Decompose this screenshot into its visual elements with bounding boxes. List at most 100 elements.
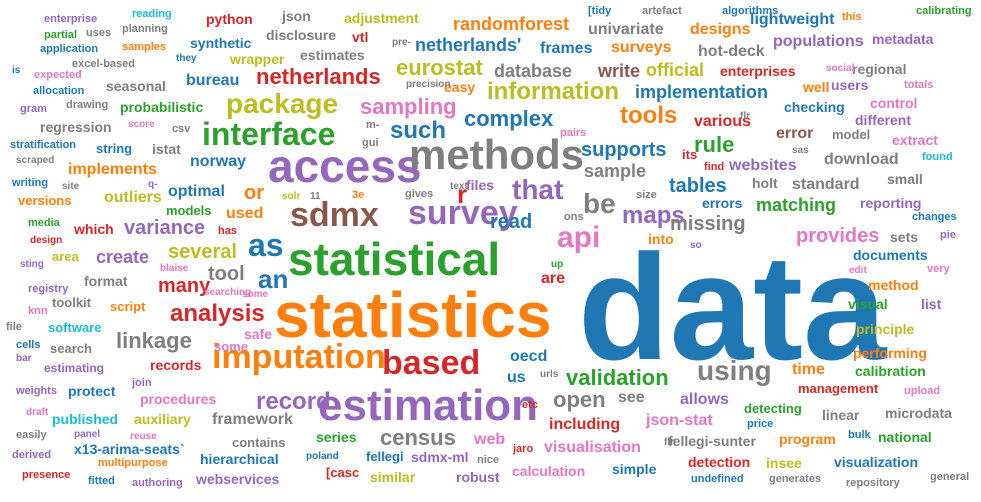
word-scraped: scraped bbox=[16, 155, 55, 166]
word-multipurpose: multipurpose bbox=[98, 457, 168, 469]
word-sets: sets bbox=[890, 229, 919, 245]
word-wrapper: wrapper bbox=[230, 51, 285, 67]
word-etc: etc bbox=[522, 399, 538, 411]
word-sting: sting bbox=[20, 259, 44, 270]
word-detecting: detecting bbox=[744, 401, 802, 416]
word-procedures: procedures bbox=[140, 391, 217, 407]
word-expected: expected bbox=[34, 69, 82, 81]
word-standard: standard bbox=[792, 176, 860, 193]
word-enterprise: enterprise bbox=[44, 13, 98, 25]
word-panel: panel bbox=[74, 429, 101, 440]
word-changes: changes bbox=[912, 211, 957, 223]
word-outliers: outliers bbox=[104, 189, 162, 206]
word-rule: rule bbox=[694, 132, 735, 157]
word-pie: pie bbox=[940, 229, 956, 241]
word-variance: variance bbox=[124, 217, 206, 239]
word-repository: repository bbox=[846, 477, 900, 489]
word-eurostat: eurostat bbox=[396, 55, 483, 80]
word-bar: bar bbox=[16, 353, 32, 364]
word-write: write bbox=[598, 61, 641, 81]
word-very: very bbox=[927, 263, 950, 275]
word-records: records bbox=[150, 357, 202, 373]
word-errors: errors bbox=[702, 195, 743, 211]
word-using: using bbox=[697, 355, 772, 386]
word-allocation: allocation bbox=[33, 85, 85, 97]
word-solr: gives bbox=[405, 188, 434, 200]
word-authoring: authoring bbox=[132, 477, 183, 489]
word-statistical: statistical bbox=[288, 233, 501, 285]
word-synthetic: synthetic bbox=[190, 35, 252, 51]
word-derived: derived bbox=[12, 449, 52, 461]
word-analysis: analysis bbox=[170, 300, 265, 327]
word-imputation: imputation bbox=[212, 338, 386, 376]
word-registry: registry bbox=[28, 283, 69, 295]
word-populations: populations bbox=[773, 33, 864, 50]
word-read: read bbox=[490, 211, 533, 233]
word-supports: supports bbox=[581, 139, 667, 161]
word-sampling: sampling bbox=[360, 94, 457, 119]
word-lightweight: lightweight bbox=[750, 11, 835, 28]
word-weights: weights bbox=[16, 385, 57, 397]
word-microdata: microdata bbox=[885, 405, 952, 421]
word-such: such bbox=[390, 117, 447, 144]
word-list: list bbox=[921, 296, 942, 312]
word-reading: reading bbox=[132, 8, 172, 20]
word-access: access bbox=[268, 140, 422, 192]
word-artefact: [tidy bbox=[588, 5, 612, 17]
word-is: some bbox=[242, 289, 269, 300]
word-enterprises: enterprises bbox=[720, 63, 796, 79]
word-excel-based: excel-based bbox=[72, 58, 135, 70]
word-easily: easily bbox=[16, 429, 47, 441]
word-text: up bbox=[551, 259, 564, 270]
word-samples: samples bbox=[122, 41, 167, 53]
word-easy: easy bbox=[444, 79, 476, 95]
word-error: error bbox=[776, 125, 814, 142]
word-robust: robust bbox=[456, 469, 500, 485]
word-method: method bbox=[868, 277, 919, 293]
word-netherlands-apos: netherlands' bbox=[415, 35, 522, 55]
word-bulk: bulk bbox=[848, 429, 871, 441]
word-seasonal: seasonal bbox=[106, 78, 166, 94]
word-well: well bbox=[803, 79, 830, 95]
word-area: area bbox=[52, 249, 79, 264]
word-different: different bbox=[855, 112, 911, 128]
word-netherlands: netherlands bbox=[256, 64, 381, 89]
word-searching: totals bbox=[904, 79, 934, 91]
word-various: various bbox=[694, 113, 751, 130]
word-sdmx-ml: sdmx-ml bbox=[411, 449, 469, 465]
word-small: small bbox=[887, 171, 923, 187]
word-insee: insee bbox=[766, 455, 802, 471]
word-be: be bbox=[583, 188, 616, 219]
word-survey: survey bbox=[408, 194, 518, 232]
word-file: file bbox=[6, 321, 22, 333]
word-find: find bbox=[704, 161, 725, 173]
word-randomforest: randomforest bbox=[453, 14, 570, 34]
word-based: based bbox=[382, 344, 481, 382]
word-presence: presence bbox=[22, 469, 71, 481]
word-join: join bbox=[132, 377, 152, 389]
word-hierarchical: hierarchical bbox=[200, 451, 279, 467]
word-us: us bbox=[507, 369, 526, 386]
word-sdmx: sdmx bbox=[290, 196, 379, 234]
word-versions: versions bbox=[18, 193, 72, 208]
word-matching: matching bbox=[756, 195, 837, 215]
word-checking: checking bbox=[784, 99, 845, 115]
word-partial: partial bbox=[44, 29, 78, 41]
word-visual: visual bbox=[848, 296, 888, 312]
word-management: management bbox=[798, 381, 879, 396]
word-site: site bbox=[62, 181, 80, 192]
word-estimation: estimation bbox=[318, 381, 539, 430]
word-sas: sas bbox=[792, 145, 809, 156]
word-tools: tools bbox=[620, 102, 678, 129]
word-models: models bbox=[166, 203, 212, 218]
word-generates: generates bbox=[769, 473, 821, 485]
word-pre-: precision bbox=[406, 79, 451, 90]
word-are: are bbox=[541, 270, 566, 287]
word-see: see bbox=[618, 389, 645, 406]
word-optimal: optimal bbox=[168, 183, 225, 200]
word-its: its bbox=[682, 147, 698, 162]
word-safe: safe bbox=[244, 326, 273, 342]
word-open: open bbox=[553, 387, 606, 412]
word-json-stat: json-stat bbox=[646, 412, 713, 429]
word-regional: regional bbox=[852, 61, 907, 77]
